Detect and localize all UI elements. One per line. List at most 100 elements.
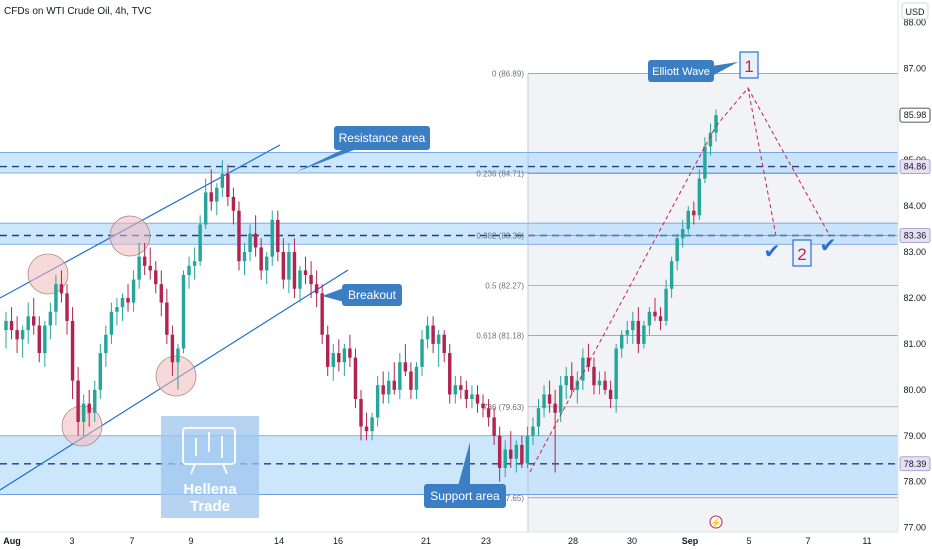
resistance-zone-upper[interactable]: [0, 152, 898, 174]
candle-body: [314, 284, 319, 294]
price-tag-label: 85.98: [904, 110, 927, 120]
candle: [492, 408, 496, 445]
candle-body: [292, 252, 297, 289]
candle: [237, 201, 241, 271]
lightning-glyph: ⚡: [710, 517, 721, 529]
annotation-callouts: Resistance area Breakout Support area El…: [296, 51, 836, 508]
candle: [675, 233, 679, 271]
candle: [475, 385, 480, 413]
candle-body: [303, 270, 308, 275]
candle: [264, 252, 269, 285]
candle: [220, 160, 225, 197]
candle-body: [658, 316, 663, 321]
candle: [54, 275, 58, 326]
candle: [93, 380, 97, 422]
fib-level-label-0.786: 786 (79.63): [483, 403, 524, 412]
price-tag-box[interactable]: [899, 456, 931, 472]
price-tick-label: 84.00: [903, 201, 926, 211]
watermark-line1: Hellena: [183, 481, 237, 498]
elliott-wave-callout-label: Elliott Wave: [652, 66, 710, 78]
candle: [669, 256, 674, 298]
candle-body: [76, 380, 80, 422]
breakout-callout[interactable]: [342, 284, 402, 306]
candle-body: [209, 192, 213, 202]
candle-body: [65, 293, 69, 321]
candle: [242, 242, 247, 275]
resistance-callout-pointer: [296, 150, 354, 172]
event-lightning-icon[interactable]: [709, 515, 723, 529]
candle-body: [647, 311, 652, 326]
candle-body: [15, 330, 19, 340]
fib-level-label-0.5: 0.5 (82.27): [485, 282, 524, 291]
candle-body: [109, 311, 114, 335]
candle: [570, 362, 574, 395]
candle-body: [581, 357, 585, 381]
candle-body: [226, 173, 230, 197]
candle-body: [364, 426, 369, 432]
candle: [680, 219, 685, 248]
candle-body: [575, 380, 580, 390]
price-tag-box[interactable]: [899, 107, 931, 123]
candle-body: [387, 380, 391, 395]
candle-body: [420, 339, 424, 367]
candle-body: [270, 219, 274, 257]
candle: [420, 330, 424, 377]
candle: [170, 325, 175, 377]
support-callout[interactable]: [424, 484, 506, 508]
price-tag-box[interactable]: [899, 228, 931, 243]
price-tick-label: 82.00: [903, 293, 926, 303]
candle-body: [253, 233, 258, 248]
currency-button[interactable]: [901, 2, 929, 20]
time-tick-label: 14: [274, 536, 284, 546]
touch-circle-2: [109, 215, 151, 257]
candle: [303, 256, 308, 285]
candle-body: [692, 210, 696, 216]
candle-body: [126, 297, 130, 303]
fibonacci-levels: 0 (86.89) 0.236 (84.71) 0.382 (83.36) 0.5 (…: [476, 69, 898, 532]
candle: [625, 320, 629, 344]
candle-body: [481, 403, 485, 409]
candle-body: [137, 256, 141, 280]
candle: [403, 343, 408, 377]
candle: [126, 284, 130, 312]
time-axis[interactable]: [0, 531, 932, 550]
candle-body: [436, 334, 441, 344]
fib-level-label-1: 1 (77.65): [492, 494, 524, 503]
candle-body: [198, 224, 202, 262]
candle-body: [597, 380, 602, 386]
candle: [542, 385, 546, 418]
candle: [520, 435, 524, 468]
breakout-callout-pointer: [322, 288, 344, 302]
candle-body: [192, 261, 197, 266]
candle: [104, 325, 108, 367]
resistance-callout[interactable]: [334, 126, 430, 150]
price-tag-box[interactable]: [899, 159, 931, 175]
candle-body: [536, 408, 541, 427]
candle-body: [98, 353, 103, 390]
wave-1-label: 1: [744, 57, 753, 76]
fib-level-label-0.382: 0.382 (83.36): [476, 231, 524, 240]
candle-body: [558, 385, 563, 413]
price-tick-label: 88.00: [903, 17, 926, 27]
candle-body: [642, 325, 646, 344]
candle: [81, 394, 86, 436]
wave-1-box[interactable]: [739, 51, 759, 79]
time-tick-label: 5: [746, 536, 751, 546]
price-tick-label: 77.00: [903, 523, 926, 533]
candle-body: [264, 256, 269, 271]
candle-body: [259, 247, 263, 271]
candle-body: [298, 270, 302, 289]
candle-body: [231, 196, 236, 211]
elliott-wave-callout[interactable]: [648, 60, 714, 82]
candle: [619, 330, 624, 358]
time-tick-label: 7: [129, 536, 134, 546]
candle-body: [392, 380, 397, 390]
candle: [664, 279, 668, 326]
resistance-zone-lower[interactable]: [0, 223, 898, 245]
candle-body: [486, 408, 491, 418]
candle: [259, 238, 263, 280]
breakout-callout-label: Breakout: [348, 288, 397, 302]
wave-2-box[interactable]: [792, 239, 812, 267]
time-axis-labels: Aug 3 7 9 14 16 21 23 28 30 Sep 5 7 11: [3, 536, 871, 546]
